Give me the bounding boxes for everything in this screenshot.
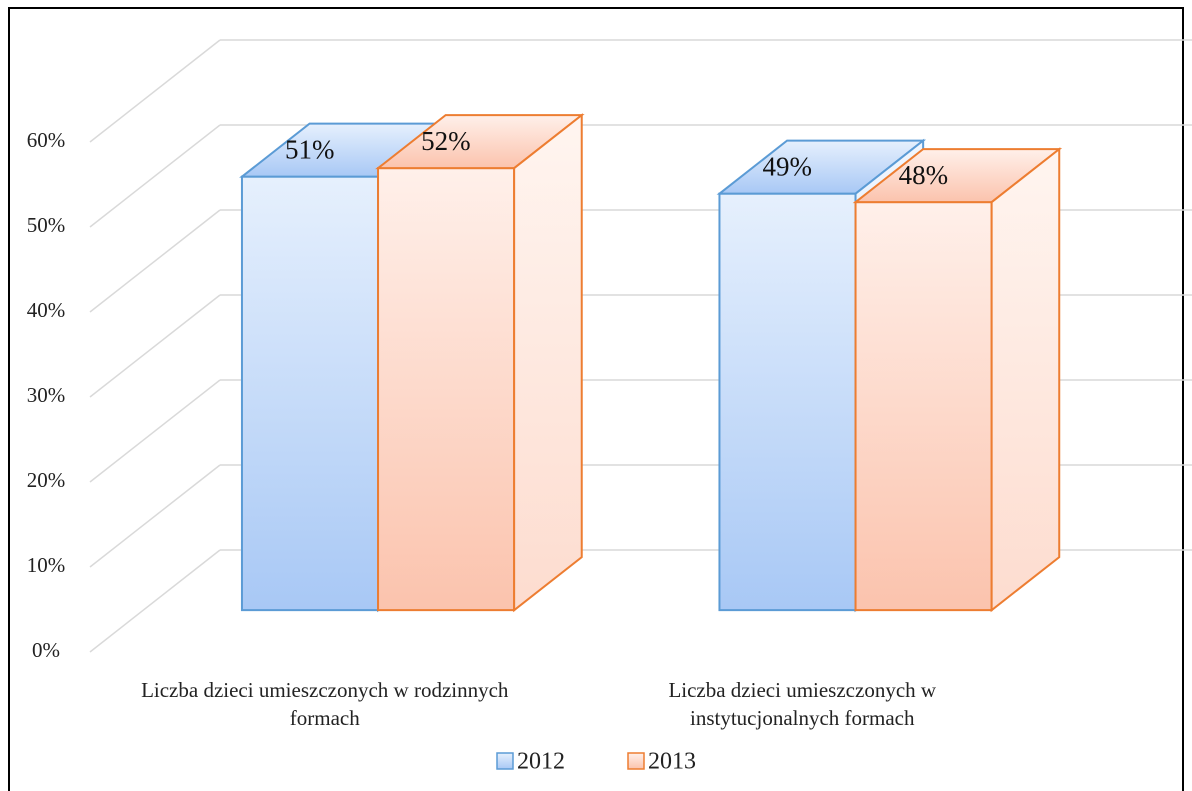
y-tick-label: 0%	[32, 638, 60, 662]
value-label: 48%	[899, 160, 949, 190]
y-tick-label: 30%	[27, 383, 66, 407]
y-tick-label: 40%	[27, 298, 66, 322]
value-label: 51%	[285, 134, 335, 164]
grid-line	[89, 39, 221, 143]
bar-side	[990, 147, 1061, 613]
y-tick-label: 50%	[27, 213, 66, 237]
grid-line	[89, 294, 221, 398]
grid-line	[89, 379, 221, 483]
y-tick-label: 10%	[27, 553, 66, 577]
x-tick-label: Liczba dzieci umieszczonych w rodzinnych…	[141, 678, 509, 730]
y-tick-label: 20%	[27, 468, 66, 492]
bar-front	[718, 192, 857, 612]
grid-line	[89, 209, 221, 313]
grid-line	[89, 464, 221, 568]
x-tick-label: Liczba dzieci umieszczonych w instytucjo…	[668, 678, 937, 730]
bar-front	[377, 167, 516, 612]
bar-side	[513, 113, 583, 613]
frame	[8, 7, 1184, 791]
bar-front	[240, 175, 380, 612]
bar-front	[854, 201, 993, 612]
value-label: 52%	[421, 126, 471, 156]
legend-swatch	[627, 752, 645, 770]
grid-line	[89, 549, 221, 653]
y-tick-label: 60%	[27, 128, 66, 152]
legend-label: 2012	[517, 749, 565, 775]
value-label: 49%	[763, 151, 813, 181]
legend-label: 2013	[648, 749, 696, 775]
legend-swatch	[496, 752, 514, 770]
grid-line	[89, 124, 221, 228]
